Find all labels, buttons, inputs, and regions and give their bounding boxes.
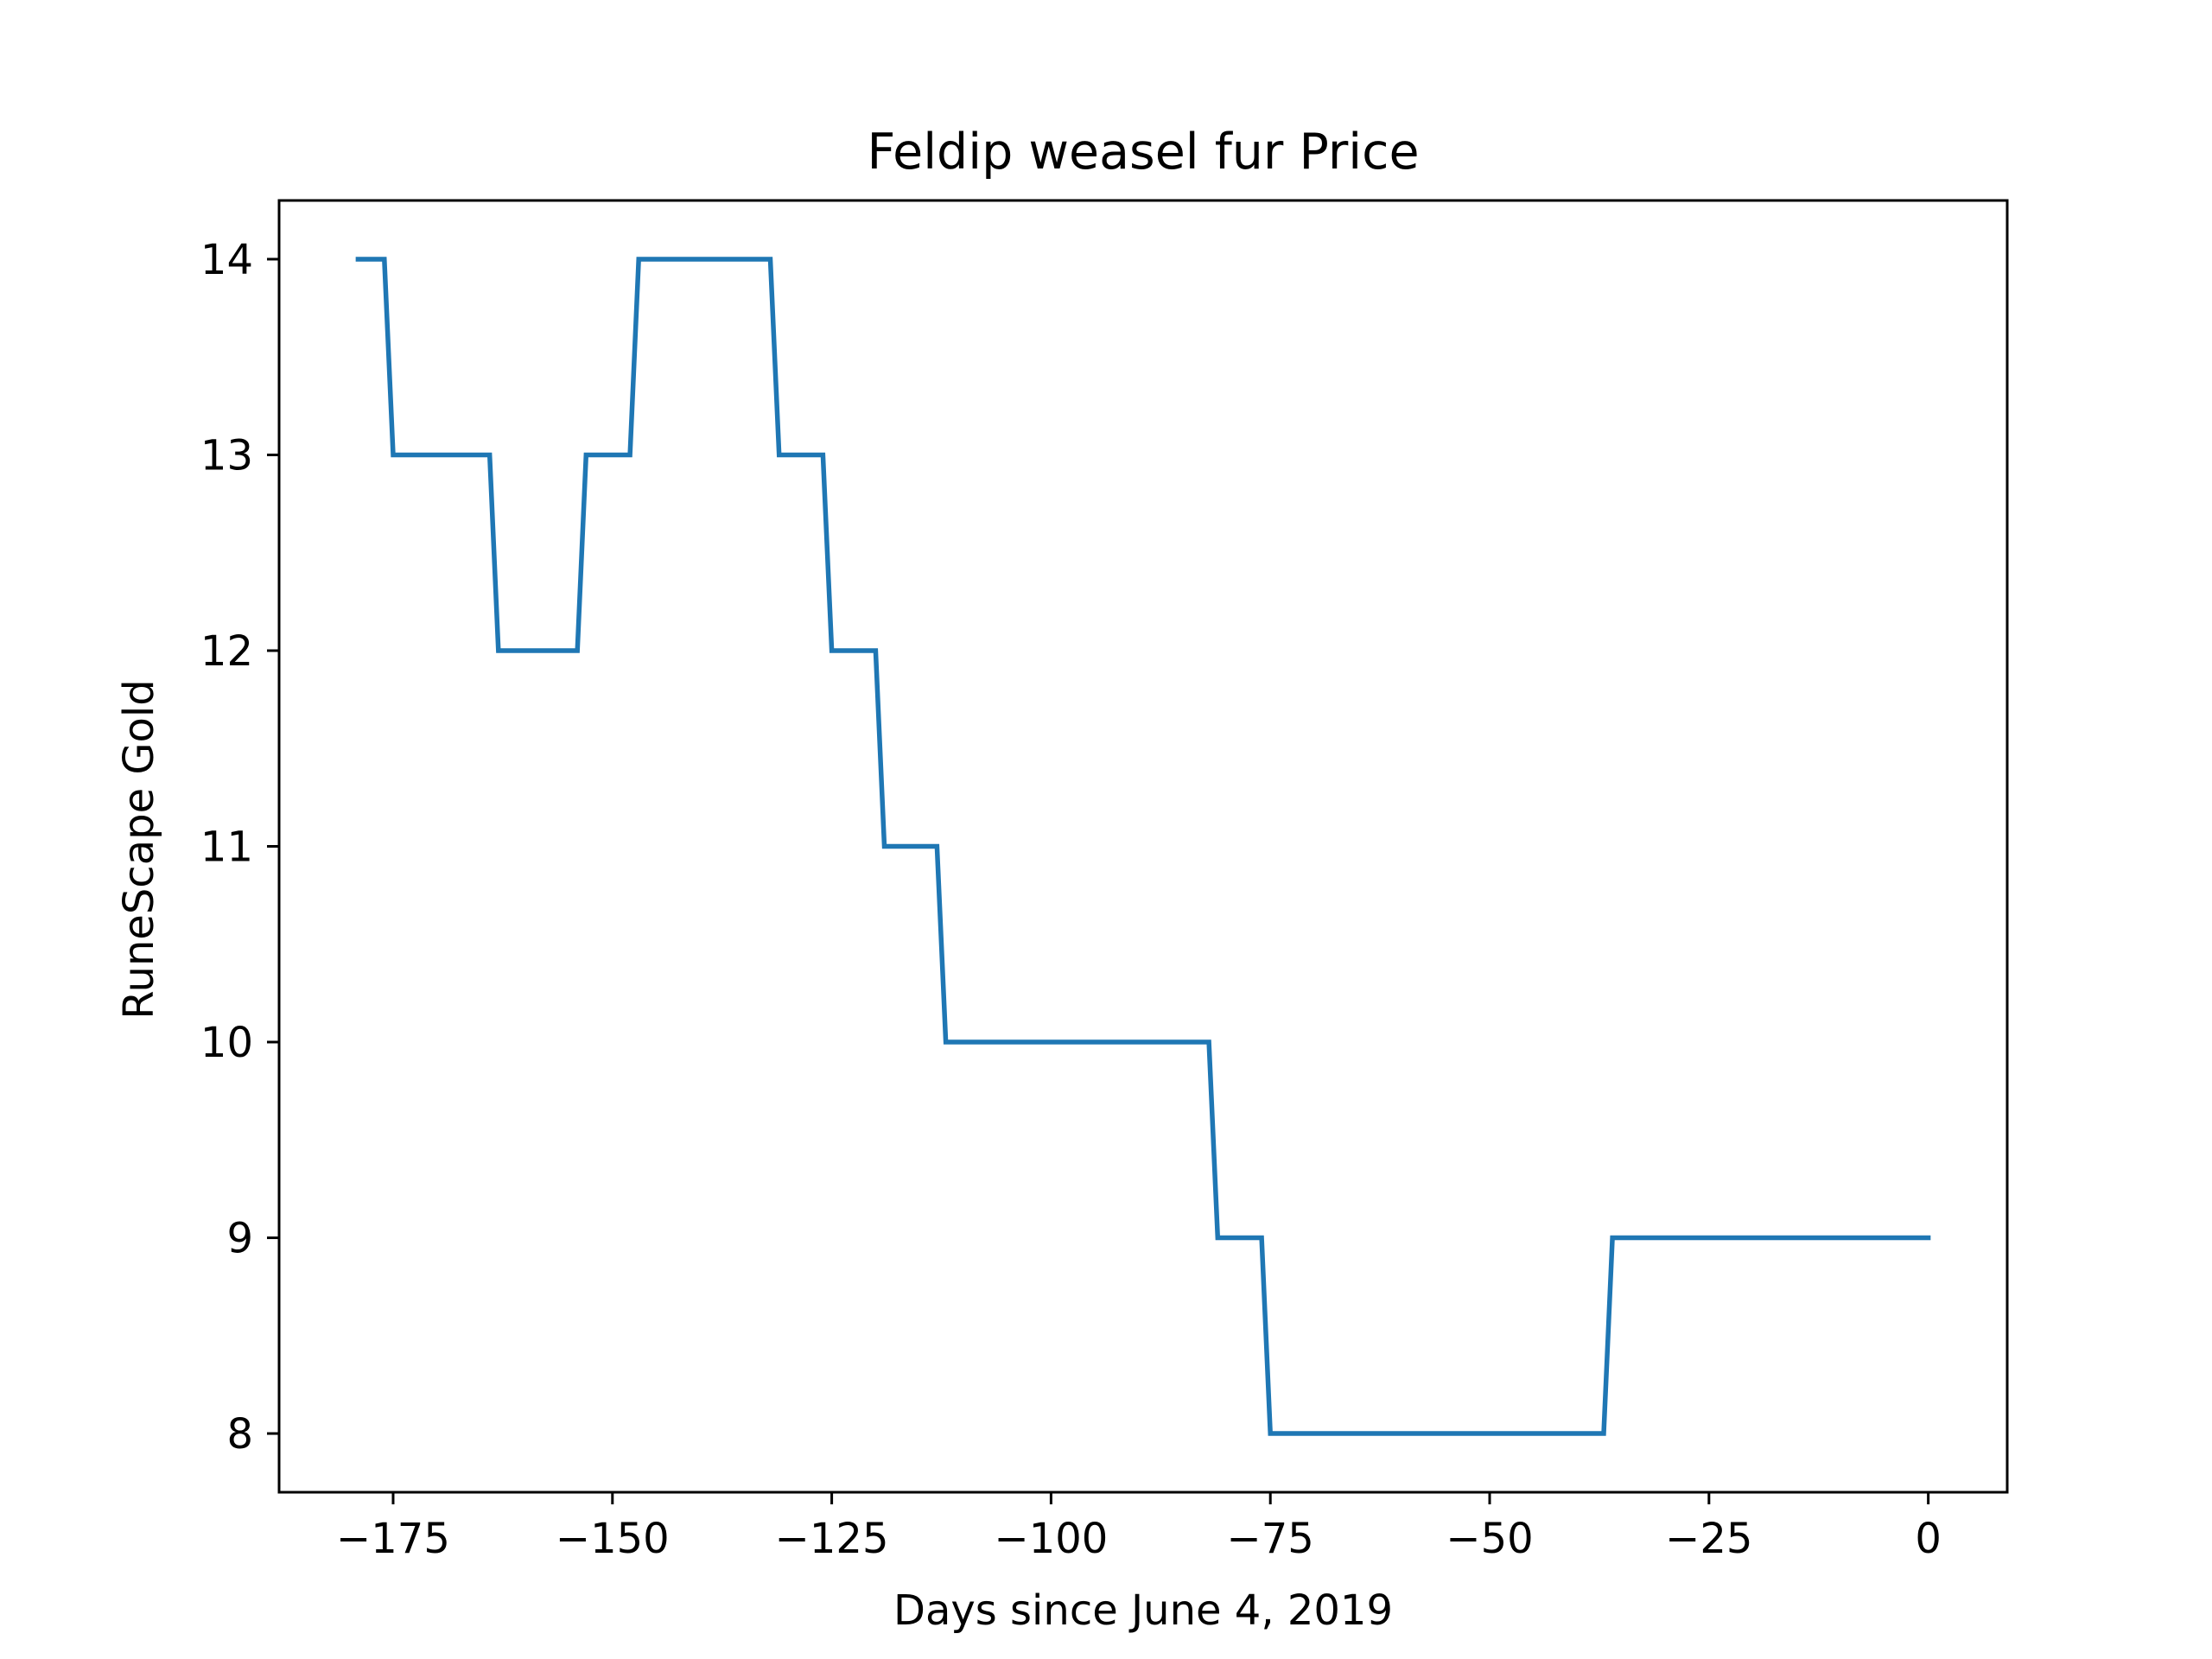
plot-area [355,257,1931,1436]
y-tick-label: 13 [200,431,253,480]
x-tick-label: −150 [556,1515,670,1563]
x-tick-label: −75 [1227,1515,1314,1563]
x-axis-label: Days since June 4, 2019 [893,1586,1393,1635]
y-axis: 8 9 10 11 12 13 14 [200,236,279,1459]
chart-title: Feldip weasel fur Price [867,124,1419,181]
x-tick-label: −25 [1665,1515,1752,1563]
y-tick-label: 8 [226,1410,253,1459]
x-axis: −175 −150 −125 −100 −75 −50 −25 0 [336,1492,1942,1563]
x-tick-label: −125 [775,1515,889,1563]
y-tick-label: 10 [200,1019,253,1067]
x-tick-label: −175 [336,1515,450,1563]
x-tick-label: −50 [1446,1515,1533,1563]
x-tick-label: −100 [994,1515,1108,1563]
y-tick-label: 12 [200,627,253,676]
price-series-line [355,257,1931,1436]
y-tick-label: 14 [200,236,253,284]
y-tick-label: 11 [200,823,253,872]
x-tick-label: 0 [1915,1515,1942,1563]
y-axis-label: RuneScape Gold [115,679,163,1019]
y-tick-label: 9 [226,1215,253,1263]
